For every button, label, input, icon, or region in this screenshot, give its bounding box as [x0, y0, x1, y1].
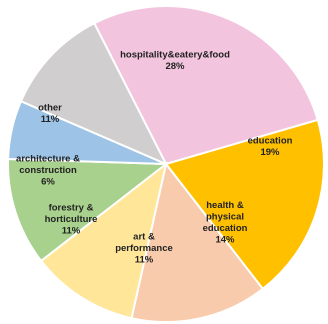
pie-slice-education: [164, 118, 325, 291]
slice-label-education: education 19%: [248, 135, 293, 158]
pie-slice-art-performance: [39, 161, 168, 320]
pie-slice-health-physical-education: [130, 161, 265, 323]
pie-slice-other: [19, 21, 169, 167]
slice-label-forestry-horticulture: forestry & horticulture 11%: [45, 203, 98, 237]
slice-label-hospitality-eatery-food: hospitality&eatery&food 28%: [120, 49, 230, 72]
slice-label-health-physical-education: health & physical education 14%: [203, 200, 248, 246]
slice-label-other: other 11%: [38, 102, 62, 125]
slice-label-art-performance: art & performance 11%: [115, 232, 173, 266]
pie-slice-hospitality-eatery-food: [92, 5, 319, 166]
slice-label-architecture-construction: architecture & construction 6%: [16, 154, 80, 188]
pie-slice-forestry-horticulture: [7, 158, 169, 263]
